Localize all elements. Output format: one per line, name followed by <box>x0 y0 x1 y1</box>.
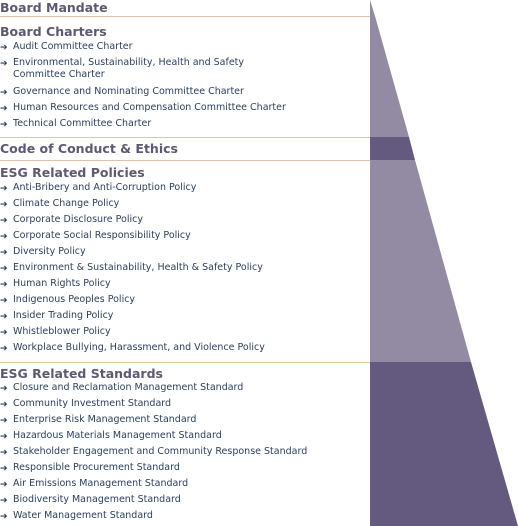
arrow-right-icon: ➔ <box>0 312 8 322</box>
list-item[interactable]: ➔ Indigenous Peoples Policy <box>0 294 136 306</box>
arrow-right-icon: ➔ <box>0 416 8 426</box>
esg-policies-list: ➔ Anti-Bribery and Anti-Corruption Policy… <box>0 182 370 358</box>
list-item[interactable]: ➔ Biodiversity Management Standard <box>0 494 181 506</box>
list-item[interactable]: ➔ Anti-Bribery and Anti-Corruption Policy <box>0 182 197 194</box>
list-item[interactable]: ➔ Environmental, Sustainability, Health a… <box>0 57 245 80</box>
list-item[interactable]: ➔ Diversity Policy <box>0 246 86 258</box>
pyramid-tier-esg-policies <box>370 160 471 362</box>
arrow-right-icon: ➔ <box>0 400 8 410</box>
arrow-right-icon: ➔ <box>0 248 8 258</box>
list-item[interactable]: ➔ Hazardous Materials Management Standard <box>0 430 222 442</box>
list-item[interactable]: ➔ Stakeholder Engagement and Community Re… <box>0 446 308 458</box>
list-item[interactable]: ➔ Enterprise Risk Management Standard <box>0 414 197 426</box>
section-title-code-of-conduct: Code of Conduct & Ethics <box>0 141 178 156</box>
arrow-right-icon: ➔ <box>0 200 8 210</box>
pyramid-tier-code-of-conduct <box>370 137 415 160</box>
arrow-right-icon: ➔ <box>0 344 8 354</box>
arrow-right-icon: ➔ <box>0 328 8 338</box>
arrow-right-icon: ➔ <box>0 59 8 69</box>
pyramid-tier-board-mandate <box>370 0 375 16</box>
list-item[interactable]: ➔ Climate Change Policy <box>0 198 120 210</box>
arrow-right-icon: ➔ <box>0 216 8 226</box>
board-charters-list: ➔ Audit Committee Charter ➔ Environmental,… <box>0 41 370 134</box>
section-title-esg-standards: ESG Related Standards <box>0 366 163 381</box>
list-item[interactable]: ➔ Closure and Reclamation Management Stan… <box>0 382 244 394</box>
arrow-right-icon: ➔ <box>0 264 8 274</box>
arrow-right-icon: ➔ <box>0 496 8 506</box>
arrow-right-icon: ➔ <box>0 480 8 490</box>
list-item[interactable]: ➔ Whistleblower Policy <box>0 326 111 338</box>
pyramid-tier-esg-standards <box>370 362 518 526</box>
arrow-right-icon: ➔ <box>0 104 8 114</box>
arrow-right-icon: ➔ <box>0 296 8 306</box>
list-item[interactable]: ➔ Corporate Disclosure Policy <box>0 214 143 226</box>
list-item[interactable]: ➔ Workplace Bullying, Harassment, and Vio… <box>0 342 265 354</box>
list-item[interactable]: ➔ Community Investment Standard <box>0 398 172 410</box>
esg-standards-list: ➔ Closure and Reclamation Management Stan… <box>0 382 370 526</box>
arrow-right-icon: ➔ <box>0 384 8 394</box>
list-item[interactable]: ➔ Water Management Standard <box>0 510 153 522</box>
section-title-board-mandate: Board Mandate <box>0 0 108 15</box>
section-divider <box>0 137 370 138</box>
section-divider <box>0 16 370 17</box>
arrow-right-icon: ➔ <box>0 184 8 194</box>
section-title-esg-policies: ESG Related Policies <box>0 165 145 180</box>
list-item[interactable]: ➔ Corporate Social Responsibility Policy <box>0 230 191 242</box>
arrow-right-icon: ➔ <box>0 464 8 474</box>
list-item[interactable]: ➔ Technical Committee Charter <box>0 118 152 130</box>
arrow-right-icon: ➔ <box>0 512 8 522</box>
list-item[interactable]: ➔ Human Rights Policy <box>0 278 111 290</box>
arrow-right-icon: ➔ <box>0 448 8 458</box>
list-item[interactable]: ➔ Insider Trading Policy <box>0 310 114 322</box>
pyramid-tier-board-charters <box>370 16 409 137</box>
section-divider <box>0 160 370 161</box>
arrow-right-icon: ➔ <box>0 232 8 242</box>
arrow-right-icon: ➔ <box>0 43 8 53</box>
list-item[interactable]: ➔ Human Resources and Compensation Commit… <box>0 102 286 114</box>
list-item[interactable]: ➔ Air Emissions Management Standard <box>0 478 189 490</box>
arrow-right-icon: ➔ <box>0 280 8 290</box>
list-item[interactable]: ➔ Audit Committee Charter <box>0 41 133 53</box>
arrow-right-icon: ➔ <box>0 432 8 442</box>
section-divider <box>0 362 370 363</box>
list-item[interactable]: ➔ Responsible Procurement Standard <box>0 462 180 474</box>
arrow-right-icon: ➔ <box>0 88 8 98</box>
list-item[interactable]: ➔ Governance and Nominating Committee Cha… <box>0 86 244 98</box>
section-title-board-charters: Board Charters <box>0 24 107 39</box>
arrow-right-icon: ➔ <box>0 120 8 130</box>
list-item[interactable]: ➔ Environment & Sustainability, Health & … <box>0 262 263 274</box>
